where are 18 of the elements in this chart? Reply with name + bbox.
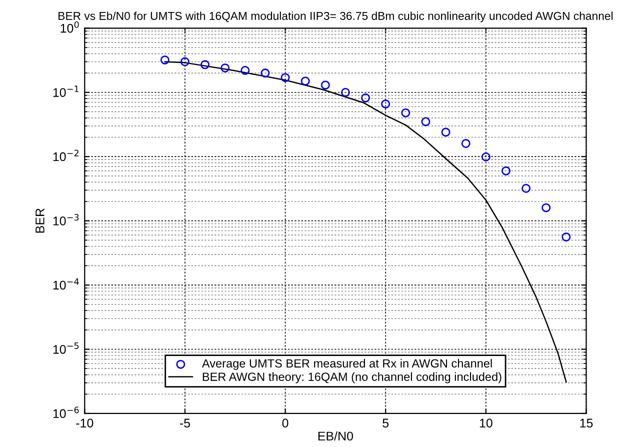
x-axis-title: EB/N0 xyxy=(318,431,354,441)
y-tick-label: 10$^{−6}$ xyxy=(53,406,79,418)
y-tick-label: 10$^{−2}$ xyxy=(53,150,78,162)
x-tick-label: -5 xyxy=(180,418,190,428)
y-axis-title: BER xyxy=(36,208,44,233)
y-tick-label: 10$^{−4}$ xyxy=(53,278,79,290)
y-tick-label: 10$^{−1}$ xyxy=(53,86,79,97)
x-tick-label: -10 xyxy=(76,418,94,428)
y-tick-label: 10$^{−5}$ xyxy=(53,342,79,354)
x-tick-label: 15 xyxy=(580,418,593,428)
x-tick-label: 10 xyxy=(480,418,492,428)
x-tick-label: 5 xyxy=(382,418,389,428)
x-tick-label: 0 xyxy=(282,418,288,428)
legend-label: BER AWGN theory: 16QAM (no channel coding included) xyxy=(202,372,502,384)
y-tick-label: 10$^{0}$ xyxy=(60,21,79,33)
chart-title: BER vs Eb/N0 for UMTS with 16QAM modulation IIP3= 36.75 dBm cubic nonlinearity uncoded AWGN channel xyxy=(58,12,613,22)
legend-label: Average UMTS BER measured at Rx in AWGN channel xyxy=(202,358,492,370)
y-tick-label: 10$^{−3}$ xyxy=(53,214,79,226)
